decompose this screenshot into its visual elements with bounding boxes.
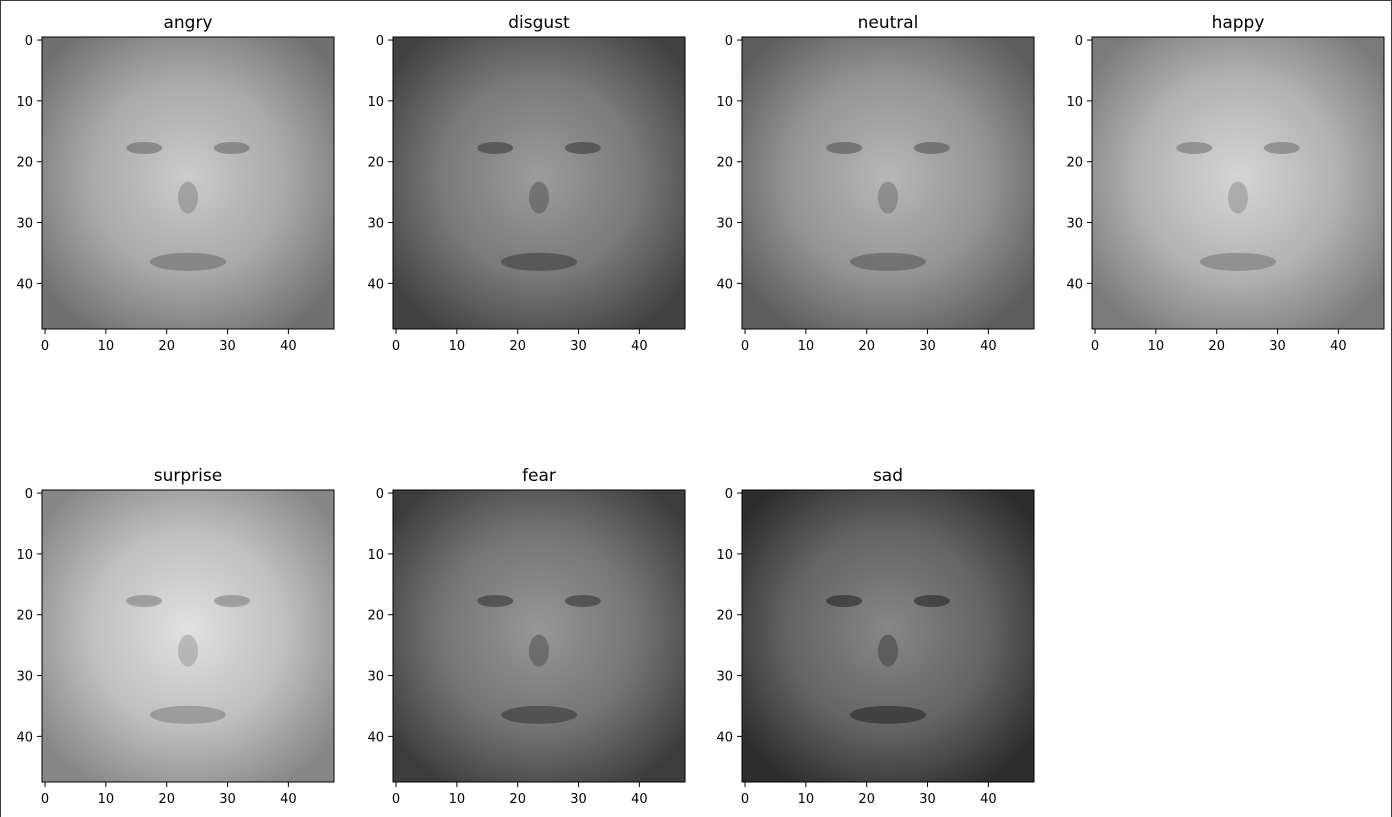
x-tick-label: 10 bbox=[798, 792, 815, 807]
y-tick-label: 10 bbox=[367, 548, 384, 563]
y-tick-label: 30 bbox=[16, 217, 33, 232]
y-tick-label: 10 bbox=[16, 548, 33, 563]
face-features bbox=[126, 141, 250, 271]
y-tick-label: 20 bbox=[716, 609, 733, 624]
panel-title: angry bbox=[163, 13, 212, 33]
x-tick-label: 40 bbox=[980, 792, 997, 807]
axes-frame bbox=[392, 36, 686, 330]
y-tick-label: 30 bbox=[716, 217, 733, 232]
panel-angry: angry 0 10 20 30 40 0 10 20 30 40 bbox=[16, 13, 335, 354]
axes-frame bbox=[41, 489, 335, 783]
x-tick-label: 20 bbox=[858, 339, 875, 354]
x-tick-label: 10 bbox=[98, 339, 115, 354]
y-tick-label: 10 bbox=[16, 95, 33, 110]
x-tick-label: 40 bbox=[980, 339, 997, 354]
x-tick-label: 20 bbox=[158, 792, 175, 807]
y-tick-label: 20 bbox=[1066, 156, 1083, 171]
y-tick-label: 40 bbox=[16, 730, 33, 745]
x-tick-label: 0 bbox=[392, 339, 400, 354]
x-tick-label: 30 bbox=[219, 339, 236, 354]
y-tick-label: 0 bbox=[25, 34, 33, 49]
x-tick-label: 0 bbox=[1091, 339, 1099, 354]
y-tick-label: 30 bbox=[716, 670, 733, 685]
face-features bbox=[1176, 141, 1300, 271]
x-tick-label: 30 bbox=[570, 339, 587, 354]
y-tick-label: 30 bbox=[1066, 217, 1083, 232]
x-tick-label: 0 bbox=[392, 792, 400, 807]
x-tick-label: 10 bbox=[449, 792, 466, 807]
x-tick-label: 0 bbox=[741, 339, 749, 354]
axes-frame bbox=[741, 36, 1035, 330]
x-tick-label: 40 bbox=[280, 792, 297, 807]
y-tick-label: 30 bbox=[16, 670, 33, 685]
panel-title: happy bbox=[1212, 13, 1265, 33]
panel-sad: sad 0 10 20 30 40 0 10 20 30 40 bbox=[716, 466, 1035, 807]
y-tick-label: 20 bbox=[367, 156, 384, 171]
x-tick-label: 20 bbox=[509, 792, 526, 807]
y-tick-label: 20 bbox=[367, 609, 384, 624]
panel-disgust: disgust 0 10 20 30 40 0 10 20 30 40 bbox=[367, 13, 686, 354]
x-tick-label: 20 bbox=[158, 339, 175, 354]
x-tick-label: 30 bbox=[919, 339, 936, 354]
x-tick-label: 0 bbox=[41, 792, 49, 807]
y-tick-label: 20 bbox=[716, 156, 733, 171]
x-tick-label: 10 bbox=[98, 792, 115, 807]
axes-frame bbox=[1091, 36, 1385, 330]
x-tick-label: 0 bbox=[41, 339, 49, 354]
y-tick-label: 0 bbox=[725, 487, 733, 502]
y-tick-label: 0 bbox=[25, 487, 33, 502]
panel-title: disgust bbox=[508, 13, 570, 33]
panel-happy: happy 0 10 20 30 40 0 10 20 30 40 bbox=[1066, 13, 1385, 354]
y-tick-label: 40 bbox=[16, 277, 33, 292]
panel-neutral: neutral 0 10 20 30 40 0 10 20 30 40 bbox=[716, 13, 1035, 354]
panel-fear: fear 0 10 20 30 40 0 10 20 30 40 bbox=[367, 466, 686, 807]
x-tick-label: 10 bbox=[798, 339, 815, 354]
face-features bbox=[826, 594, 950, 724]
x-tick-label: 30 bbox=[219, 792, 236, 807]
face-features bbox=[477, 594, 601, 724]
x-tick-label: 10 bbox=[1148, 339, 1165, 354]
x-tick-label: 30 bbox=[570, 792, 587, 807]
panel-title: neutral bbox=[858, 13, 919, 33]
x-tick-label: 40 bbox=[631, 339, 648, 354]
y-tick-label: 10 bbox=[367, 95, 384, 110]
y-tick-label: 10 bbox=[1066, 95, 1083, 110]
y-tick-label: 0 bbox=[376, 34, 384, 49]
x-tick-label: 40 bbox=[1330, 339, 1347, 354]
y-tick-label: 0 bbox=[725, 34, 733, 49]
y-tick-label: 10 bbox=[716, 548, 733, 563]
y-tick-label: 20 bbox=[16, 609, 33, 624]
panel-title: surprise bbox=[154, 466, 222, 486]
axes-frame bbox=[392, 489, 686, 783]
y-tick-label: 40 bbox=[716, 277, 733, 292]
face-features bbox=[826, 141, 950, 271]
x-tick-label: 20 bbox=[509, 339, 526, 354]
panel-surprise: surprise 0 10 20 30 40 0 10 20 30 40 bbox=[16, 466, 335, 807]
y-tick-label: 0 bbox=[1075, 34, 1083, 49]
x-tick-label: 40 bbox=[280, 339, 297, 354]
y-tick-label: 30 bbox=[367, 217, 384, 232]
panel-title: fear bbox=[522, 466, 556, 486]
x-tick-label: 0 bbox=[741, 792, 749, 807]
panel-title: sad bbox=[873, 466, 903, 486]
y-tick-label: 30 bbox=[367, 670, 384, 685]
y-tick-label: 40 bbox=[716, 730, 733, 745]
y-tick-label: 0 bbox=[376, 487, 384, 502]
x-tick-label: 30 bbox=[919, 792, 936, 807]
y-tick-label: 20 bbox=[16, 156, 33, 171]
x-tick-label: 20 bbox=[1208, 339, 1225, 354]
x-tick-label: 30 bbox=[1269, 339, 1286, 354]
face-features bbox=[126, 594, 250, 724]
y-tick-label: 40 bbox=[367, 730, 384, 745]
face-features bbox=[477, 141, 601, 271]
y-tick-label: 40 bbox=[367, 277, 384, 292]
y-tick-label: 40 bbox=[1066, 277, 1083, 292]
axes-frame bbox=[41, 36, 335, 330]
y-tick-label: 10 bbox=[716, 95, 733, 110]
x-tick-label: 20 bbox=[858, 792, 875, 807]
axes-frame bbox=[741, 489, 1035, 783]
x-tick-label: 10 bbox=[449, 339, 466, 354]
x-tick-label: 40 bbox=[631, 792, 648, 807]
